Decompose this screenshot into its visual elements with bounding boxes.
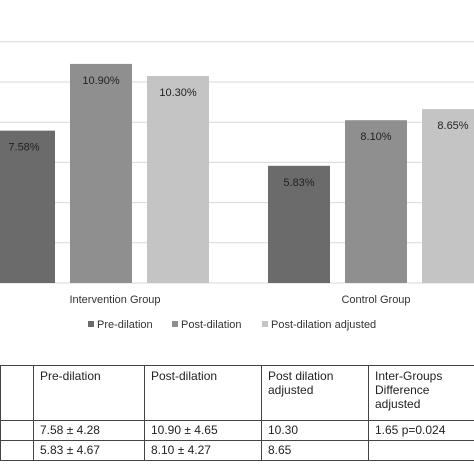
bars (0, 63, 474, 283)
table-cell (0, 420, 34, 441)
table-cell: 1.65 p=0.024 (368, 420, 474, 441)
table-header-row: Pre-dilation Post-dilation Post dilation… (0, 365, 474, 421)
table-row: 5.83 ± 4.67 8.10 ± 4.27 8.65 (0, 440, 474, 461)
data-label: 5.83% (283, 177, 314, 189)
data-labels: 7.58% 5.83% 10.90% 8.10% 10.30% 8.65% (8, 75, 468, 189)
bar (345, 120, 407, 283)
legend-label: Post-dilation (181, 319, 242, 331)
header-cell: Pre-dilation (33, 365, 145, 421)
table-cell: 10.90 ± 4.65 (144, 420, 262, 441)
data-label: 10.90% (82, 75, 120, 87)
bar (70, 63, 132, 283)
bar (422, 109, 474, 283)
legend-label: Post-dilation adjusted (271, 319, 376, 331)
data-label: 8.10% (360, 131, 391, 143)
results-table: Pre-dilation Post-dilation Post dilation… (0, 365, 474, 461)
table-cell: 8.65 (261, 440, 369, 461)
data-label: 7.58% (8, 142, 39, 154)
table-cell (0, 440, 34, 461)
category-label: Intervention Group (69, 294, 160, 306)
table-cell: 7.58 ± 4.28 (33, 420, 145, 441)
header-cell: Post-dilation (144, 365, 262, 421)
legend-swatch (88, 321, 94, 327)
table-cell (368, 440, 474, 461)
header-cell (0, 365, 34, 421)
table-cell: 10.30 (261, 420, 369, 441)
legend-swatch (262, 321, 268, 327)
header-cell: Post dilation adjusted (261, 365, 369, 421)
category-label: Control Group (341, 294, 410, 306)
legend: Pre-dilation Post-dilation Post-dilation a… (88, 319, 376, 331)
data-label: 8.65% (437, 120, 468, 132)
data-label: 10.30% (159, 87, 197, 99)
bar (147, 75, 209, 283)
category-labels: Intervention Group Control Group (69, 294, 410, 306)
table-cell: 8.10 ± 4.27 (144, 440, 262, 461)
header-cell: Inter-Groups Difference adjusted (368, 365, 474, 421)
legend-label: Pre-dilation (97, 319, 153, 331)
legend-swatch (172, 321, 178, 327)
bar-chart: 7.58% 5.83% 10.90% 8.10% 10.30% 8.65% Interve… (0, 41, 474, 331)
table-cell: 5.83 ± 4.67 (33, 440, 145, 461)
table-row: 7.58 ± 4.28 10.90 ± 4.65 10.30 1.65 p=0.… (0, 420, 474, 441)
bar (268, 165, 330, 283)
bar (0, 130, 55, 283)
